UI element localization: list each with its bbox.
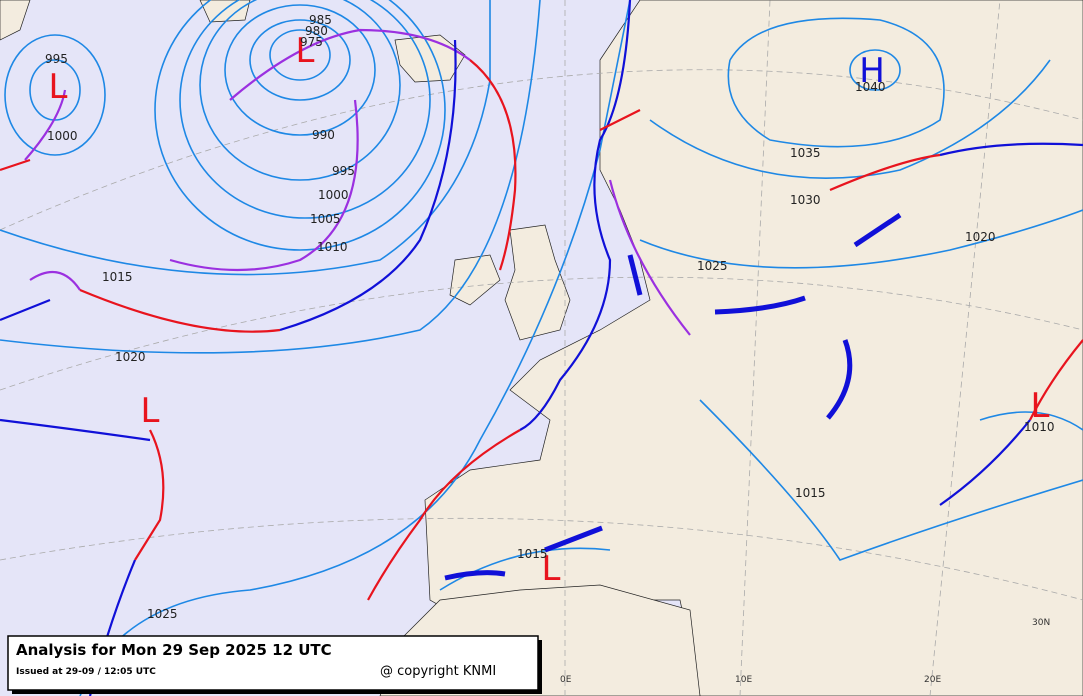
isobar-label: 1040 (855, 80, 886, 94)
grid-label: 20E (924, 675, 941, 685)
isobar-label: 1015 (102, 270, 133, 284)
issued-time: Issued at 29-09 / 12:05 UTC (16, 667, 156, 677)
high-center: H (859, 51, 885, 91)
isobar-label: 1030 (790, 193, 821, 207)
grid-label: 0E (560, 675, 572, 685)
isobar-label: 1025 (697, 259, 728, 273)
title-box: Analysis for Mon 29 Sep 2025 12 UTC Issu… (7, 635, 542, 694)
grid-label: 30N (1032, 618, 1050, 628)
isobar-label: 1035 (790, 146, 821, 160)
low-center: L (296, 31, 315, 71)
isobar-label: 990 (312, 128, 335, 142)
box (7, 635, 539, 691)
isobar-label: 1020 (965, 230, 996, 244)
low-center: L (141, 391, 160, 431)
isobar-label: 1015 (795, 486, 826, 500)
isobar-label: 1005 (310, 212, 341, 226)
pressure-centers: L L H L L L (49, 31, 1050, 589)
low-center: L (542, 549, 561, 589)
copyright: @ copyright KNMI (380, 664, 496, 679)
isobar-label: 975 (300, 35, 323, 49)
low-center: L (1031, 386, 1050, 426)
isobar-label: 1015 (517, 547, 548, 561)
isobar-labels: 995 1000 985 980 975 990 995 1000 1005 1… (45, 13, 1055, 621)
isobar-label: 985 (309, 13, 332, 27)
map-title: Analysis for Mon 29 Sep 2025 12 UTC (16, 641, 332, 659)
grid-labels: 0E 10E 20E 30N (560, 618, 1050, 685)
isobar-label: 1000 (318, 188, 349, 202)
isobar-label: 1020 (115, 350, 146, 364)
low-center: L (49, 67, 68, 107)
grid-label: 10E (735, 675, 752, 685)
isobar-label: 1000 (47, 129, 78, 143)
isobar-label: 980 (305, 24, 328, 38)
isobar-label: 1025 (147, 607, 178, 621)
isobar-label: 1010 (1024, 420, 1055, 434)
isobar-label: 1010 (317, 240, 348, 254)
isobar-label: 995 (332, 164, 355, 178)
isobar-label: 995 (45, 52, 68, 66)
